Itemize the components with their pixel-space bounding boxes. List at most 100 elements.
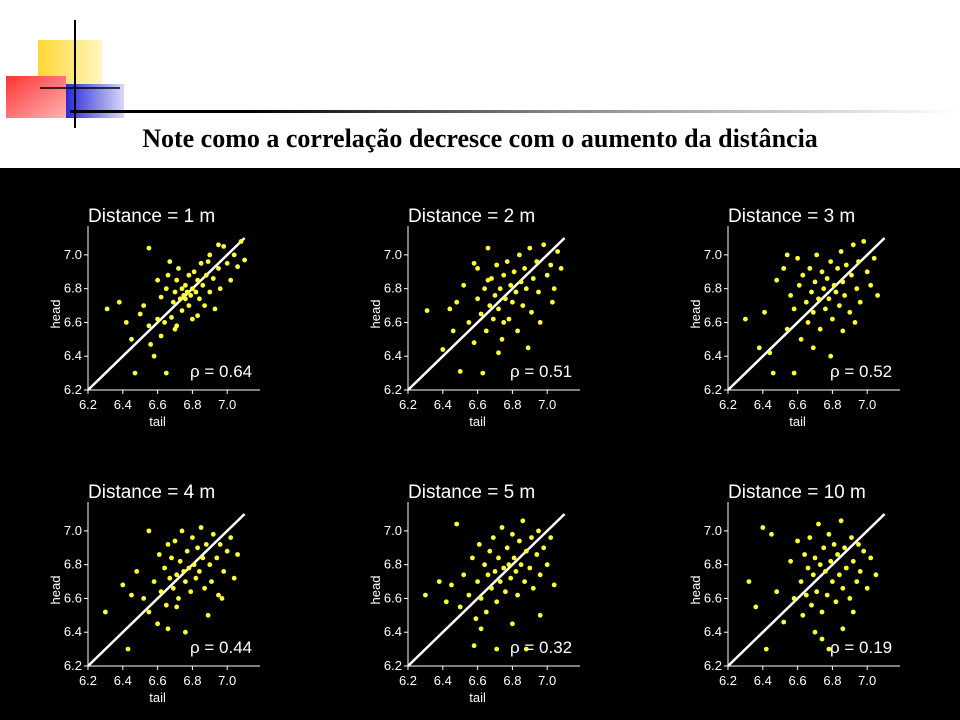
y-tick-label: 6.4: [64, 624, 82, 639]
data-point: [454, 299, 460, 305]
x-tick-label: 6.2: [399, 397, 417, 412]
data-point: [494, 646, 500, 652]
data-point: [424, 308, 430, 313]
x-tick-label: 7.0: [538, 397, 556, 412]
correlation-label: ρ = 0.32: [510, 638, 572, 657]
data-point: [548, 535, 554, 540]
data-point: [447, 306, 453, 312]
data-point: [746, 579, 752, 584]
data-point: [174, 323, 180, 329]
x-tick-label: 6.6: [789, 673, 807, 688]
data-point: [525, 345, 531, 351]
data-point: [454, 521, 460, 527]
data-point: [774, 589, 780, 595]
data-point: [475, 296, 480, 302]
x-tick-label: 6.4: [114, 673, 132, 688]
data-point: [803, 299, 809, 305]
x-tick-label: 6.8: [503, 673, 521, 688]
data-point: [158, 333, 164, 339]
data-point: [852, 320, 858, 325]
data-point: [850, 558, 856, 564]
data-point: [195, 313, 201, 319]
data-point: [812, 279, 818, 285]
data-point: [186, 303, 192, 308]
data-point: [828, 259, 834, 264]
slide-title: Note como a correlação decresce com o au…: [142, 124, 818, 153]
panel-title: Distance = 5 m: [408, 482, 535, 503]
data-point: [231, 252, 237, 258]
data-point: [817, 326, 823, 332]
data-point: [511, 269, 517, 275]
data-point: [857, 569, 863, 574]
data-point: [796, 282, 802, 288]
x-axis-label: tail: [149, 690, 166, 705]
data-point: [123, 320, 129, 325]
data-point: [875, 293, 880, 298]
data-point: [470, 555, 475, 561]
y-axis-label: head: [368, 300, 383, 329]
data-point: [763, 646, 769, 652]
data-point: [838, 249, 844, 254]
data-point: [162, 565, 168, 571]
data-point: [527, 565, 533, 571]
data-point: [864, 269, 870, 275]
data-point: [198, 260, 204, 266]
data-point: [461, 282, 467, 288]
x-tick-label: 6.4: [114, 397, 132, 412]
data-point: [814, 252, 820, 258]
data-point: [457, 369, 463, 374]
data-point: [871, 255, 877, 261]
data-point: [155, 316, 161, 322]
data-point: [843, 262, 849, 268]
data-point: [819, 609, 825, 615]
data-point: [242, 257, 248, 263]
data-point: [228, 535, 234, 540]
data-point: [120, 582, 126, 588]
reference-line: [87, 513, 246, 667]
data-point: [478, 311, 484, 317]
data-point: [847, 309, 853, 315]
data-point: [534, 259, 540, 264]
data-point: [193, 289, 199, 295]
panel-title: Distance = 10 m: [728, 482, 866, 503]
data-point: [487, 303, 493, 308]
data-point: [209, 579, 214, 584]
data-point: [823, 306, 828, 312]
data-point: [864, 585, 870, 591]
data-point: [753, 604, 759, 610]
x-tick-label: 6.2: [79, 673, 97, 688]
data-point: [810, 309, 816, 315]
data-point: [551, 582, 557, 588]
data-point: [155, 621, 161, 627]
data-point: [146, 323, 152, 329]
data-point: [558, 266, 564, 271]
y-tick-label: 6.2: [704, 382, 722, 397]
data-point: [503, 589, 508, 595]
data-point: [530, 585, 536, 591]
data-point: [534, 552, 540, 557]
data-point: [504, 259, 510, 264]
data-point: [170, 585, 176, 591]
data-point: [522, 579, 527, 584]
title-divider: [70, 110, 960, 113]
data-point: [849, 272, 854, 278]
y-tick-label: 6.6: [64, 590, 82, 605]
data-point: [510, 299, 515, 305]
scatter-panel-1: Distance = 1 m 6.2 6.4 6.6 6.8 7.0 6.2 6.4 6.6 6.…: [48, 206, 260, 429]
data-point: [537, 320, 543, 325]
data-point: [795, 538, 800, 544]
data-point: [195, 277, 201, 283]
x-axis-label: tail: [149, 414, 166, 429]
data-point: [544, 562, 550, 568]
data-point: [174, 572, 180, 578]
data-point: [823, 569, 828, 574]
data-point: [826, 296, 832, 302]
data-point: [816, 296, 821, 302]
data-point: [501, 272, 507, 278]
data-point: [784, 326, 790, 332]
data-point: [798, 579, 804, 584]
data-point: [501, 565, 507, 571]
data-point: [181, 569, 187, 574]
data-point: [162, 320, 168, 325]
data-point: [476, 542, 482, 547]
